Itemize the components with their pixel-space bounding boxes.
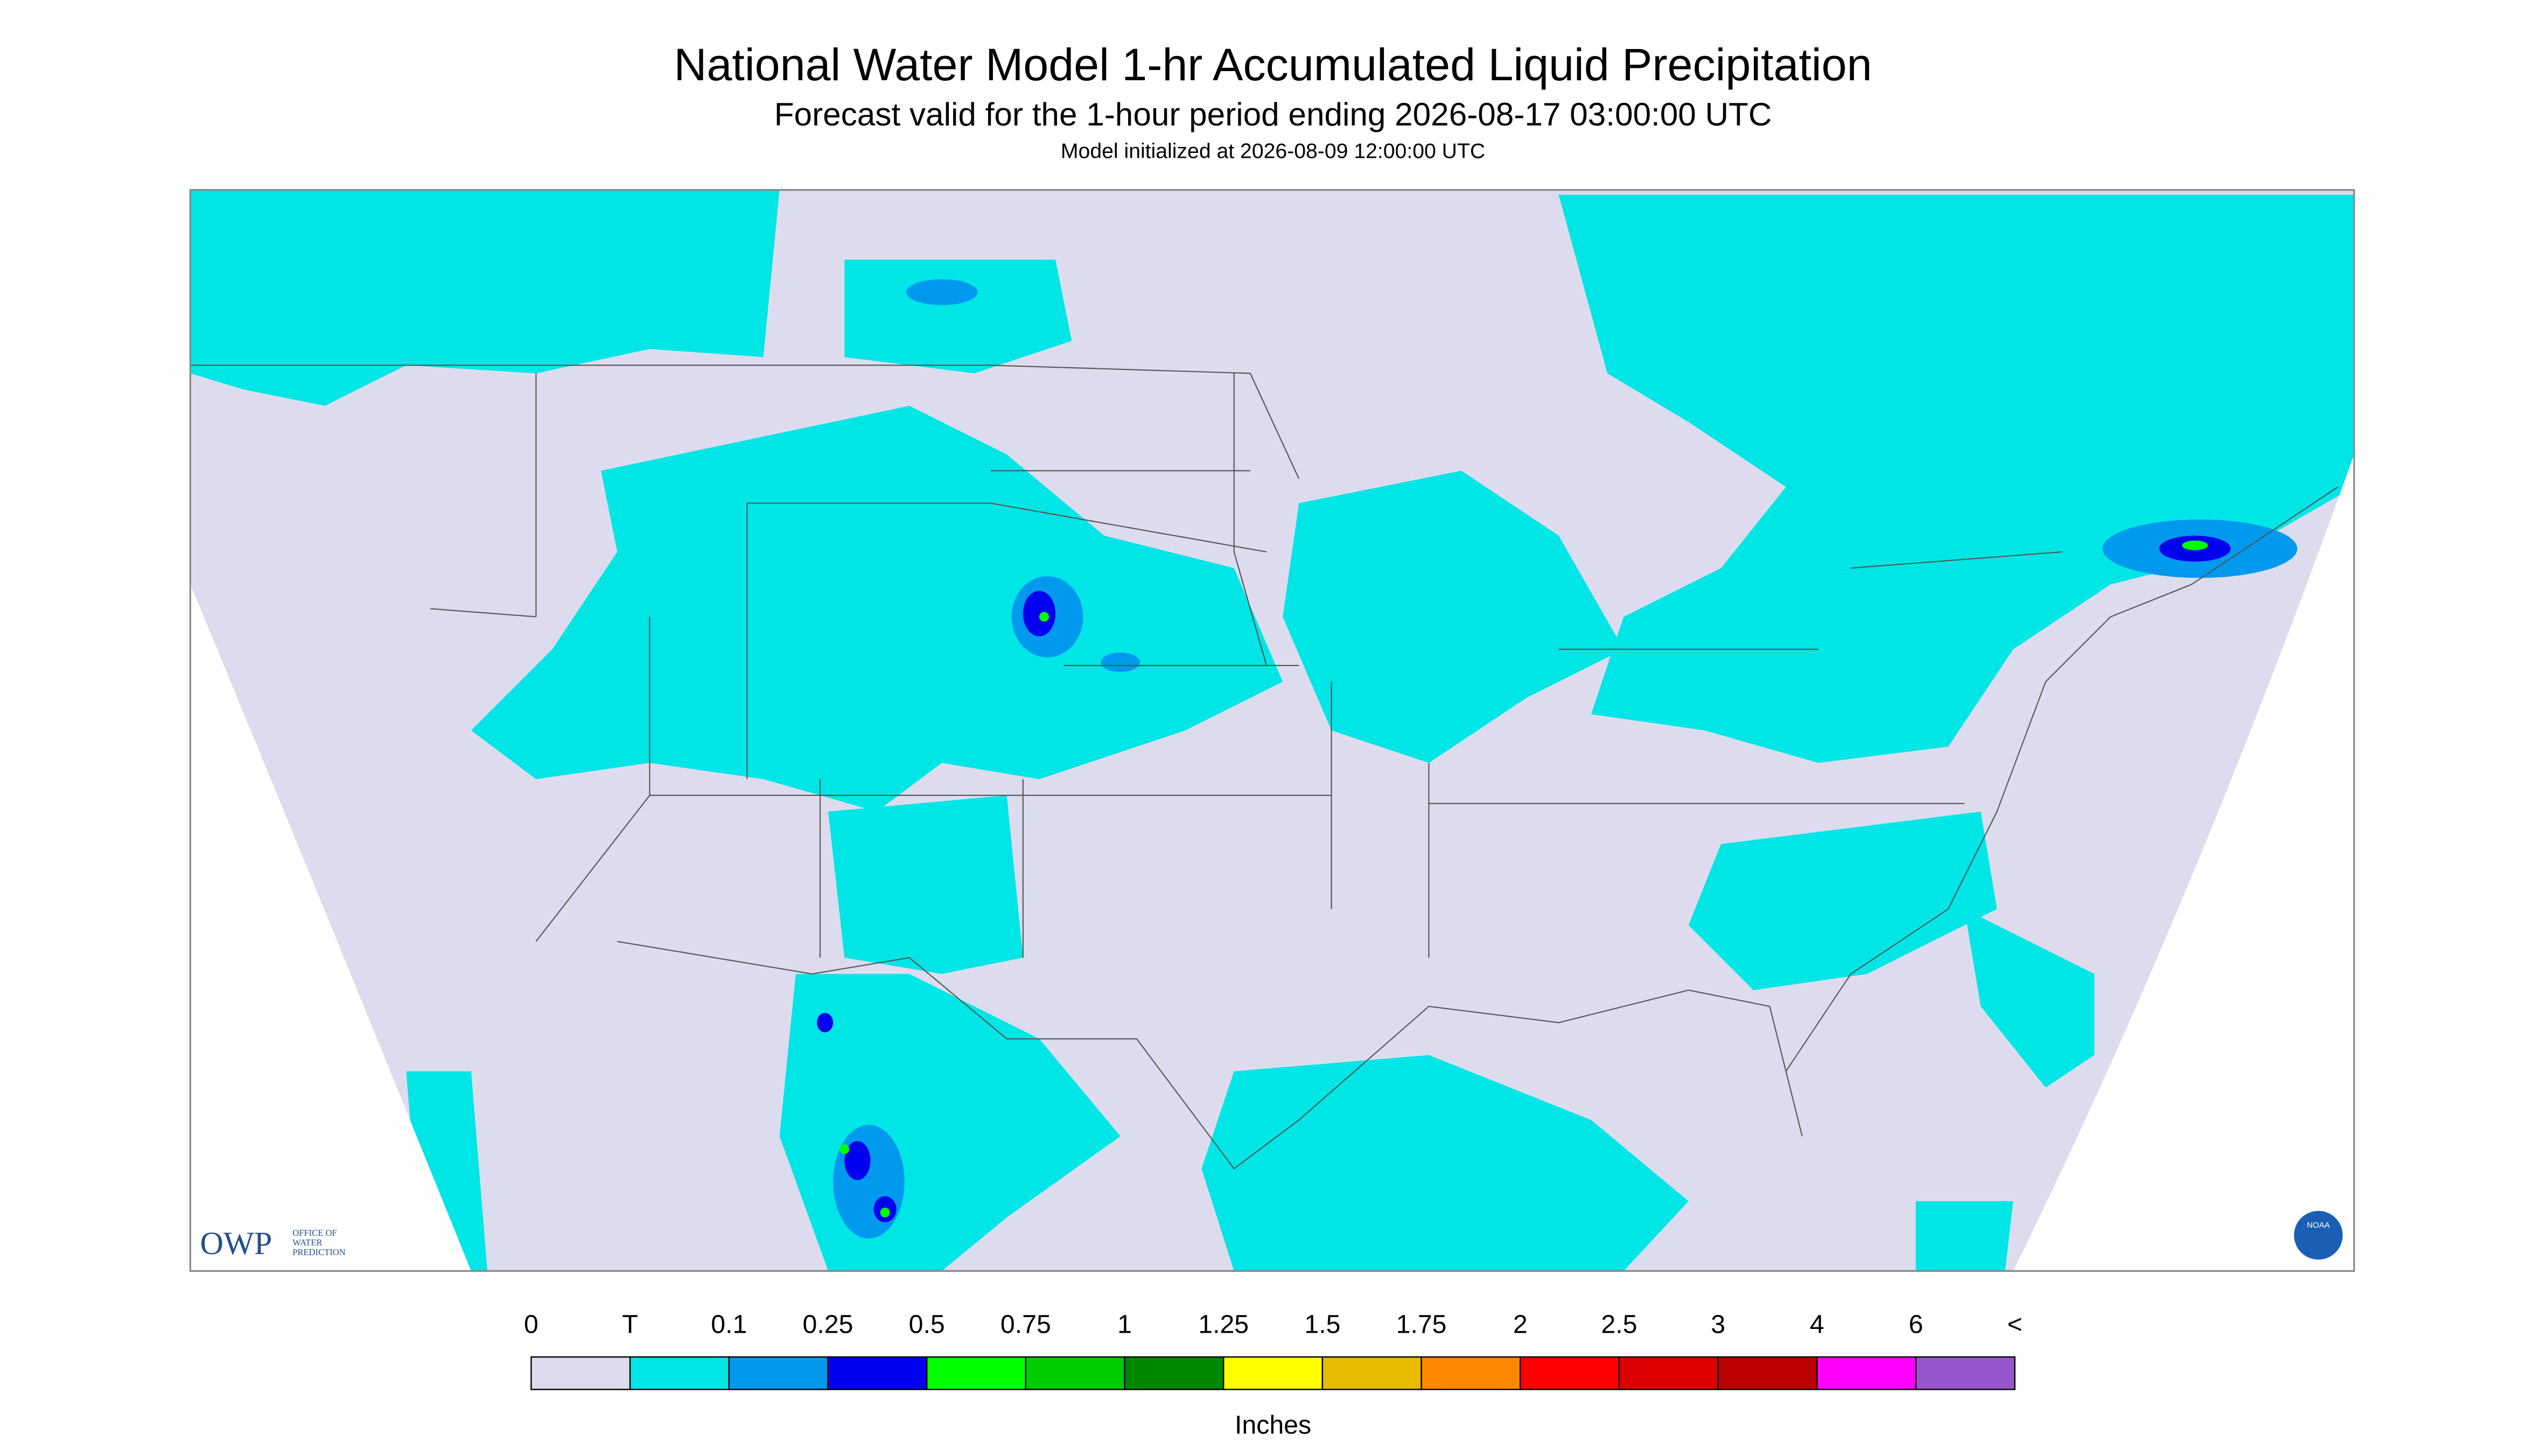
legend-label: 4 bbox=[1810, 1310, 1824, 1339]
legend-label: 6 bbox=[1909, 1310, 1923, 1339]
legend-swatch bbox=[728, 1356, 829, 1390]
legend-swatch bbox=[1321, 1356, 1422, 1390]
legend-label: 0.1 bbox=[711, 1310, 747, 1339]
map-frame bbox=[189, 189, 2355, 1272]
precip-very-heavy bbox=[839, 540, 2208, 1217]
precip-area bbox=[1558, 194, 2354, 763]
precip-area bbox=[471, 405, 1283, 812]
precip-area bbox=[1283, 471, 1624, 763]
legend-label: 1.75 bbox=[1396, 1310, 1447, 1339]
legend-label: 1.5 bbox=[1304, 1310, 1340, 1339]
init-time: Model initialized at 2026-08-09 12:00:00… bbox=[1061, 140, 1485, 163]
legend-swatch bbox=[1618, 1356, 1719, 1390]
legend-swatch bbox=[1421, 1356, 1521, 1390]
coastline bbox=[617, 486, 2339, 1170]
legend-label: 0 bbox=[524, 1310, 538, 1339]
projection-edge bbox=[190, 190, 471, 1271]
precip-area bbox=[844, 260, 1072, 374]
subtitle: Forecast valid for the 1-hour period end… bbox=[774, 96, 1772, 132]
legend-swatch bbox=[1025, 1356, 1125, 1390]
legend-label: 0.25 bbox=[803, 1310, 853, 1339]
precip-area bbox=[1201, 1055, 1689, 1271]
legend-swatch bbox=[1717, 1356, 1818, 1390]
legend-swatch bbox=[530, 1356, 631, 1390]
owp-logo: OWP bbox=[200, 1226, 272, 1262]
noaa-logo bbox=[2294, 1210, 2343, 1260]
precip-area bbox=[190, 190, 780, 406]
legend-label: 2.5 bbox=[1601, 1310, 1637, 1339]
precip-area bbox=[1915, 1201, 2013, 1271]
legend-label: 1 bbox=[1117, 1310, 1132, 1339]
legend-label: 3 bbox=[1711, 1310, 1725, 1339]
precip-area bbox=[1964, 909, 2095, 1088]
legend-swatch bbox=[1124, 1356, 1224, 1390]
legend-label: 0.5 bbox=[909, 1310, 945, 1339]
legend-swatch bbox=[1816, 1356, 1917, 1390]
legend-label: < bbox=[2007, 1310, 2023, 1339]
title: National Water Model 1-hr Accumulated Li… bbox=[674, 39, 1872, 90]
projection-edge bbox=[2013, 454, 2354, 1271]
legend-label: 1.25 bbox=[1198, 1310, 1249, 1339]
legend-swatch bbox=[1915, 1356, 2016, 1390]
noaa-logo-text: NOAA bbox=[2307, 1221, 2331, 1230]
legend-swatch bbox=[629, 1356, 730, 1390]
legend-swatch bbox=[1520, 1356, 1620, 1390]
owp-logo-line: OFFICE OF bbox=[292, 1228, 337, 1238]
legend-swatch bbox=[1223, 1356, 1324, 1390]
state-lines bbox=[190, 365, 2339, 1170]
legend: 0 T 0.1 0.25 0.5 0.75 1 1.25 1.5 1.75 2 2.5 3 4 6 < bbox=[524, 1310, 2023, 1390]
precip-areas bbox=[190, 190, 2354, 1271]
legend-swatch bbox=[926, 1356, 1027, 1390]
legend-unit: Inches bbox=[1235, 1410, 1311, 1439]
legend-label: 2 bbox=[1513, 1310, 1528, 1339]
owp-logo-line: WATER bbox=[292, 1237, 323, 1248]
legend-swatch bbox=[827, 1356, 928, 1390]
precip-area bbox=[1688, 811, 1997, 990]
legend-label: T bbox=[622, 1310, 638, 1339]
owp-logo-line: PREDICTION bbox=[292, 1247, 345, 1257]
legend-label: 0.75 bbox=[1000, 1310, 1051, 1339]
precip-area bbox=[828, 795, 1023, 974]
